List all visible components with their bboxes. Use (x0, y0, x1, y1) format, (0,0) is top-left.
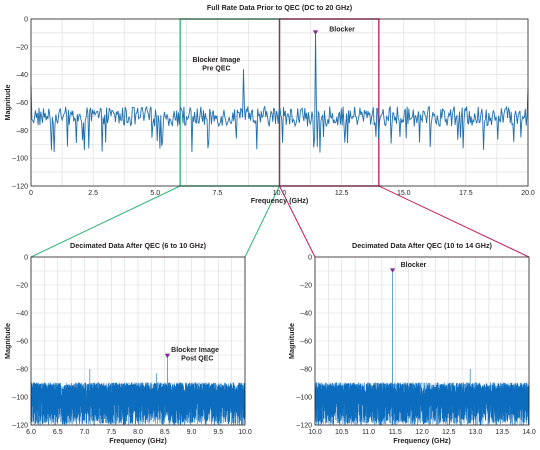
x-tick-label: 10.0 (273, 190, 287, 197)
x-tick-label: 0 (29, 190, 33, 197)
x-tick-label: 10.5 (335, 429, 349, 436)
annotation: Blocker Image Pre QEC (192, 57, 240, 72)
x-tick-label: 12.5 (335, 190, 349, 197)
x-tick-label: 6.0 (26, 429, 36, 436)
annotation-line: Pre QEC (202, 65, 230, 72)
connector-6-10-left (30, 185, 181, 258)
x-tick-label: 15.0 (397, 190, 411, 197)
connector-6-10-right (244, 185, 280, 258)
chart-title: Decimated Data After QEC (10 to 14 GHz) (352, 241, 493, 250)
peak-marker (389, 268, 396, 273)
y-tick-label: –120 (12, 184, 28, 191)
series-line (30, 32, 529, 153)
x-tick-label: 6.5 (53, 429, 63, 436)
plot-frame (314, 256, 530, 426)
y-tick-label: –40 (16, 72, 28, 79)
x-tick-label: 11.0 (362, 429, 375, 436)
x-axis-label: Frequency (GHz) (251, 196, 309, 205)
y-tick-label: –20 (16, 283, 28, 290)
x-tick-label: 8.5 (160, 429, 170, 436)
y-tick-label: –60 (16, 339, 28, 346)
series-line (30, 357, 246, 425)
x-tick-label: 5.0 (150, 190, 160, 197)
x-tick-label: 10.0 (238, 429, 252, 436)
y-tick-label: –20 (300, 283, 312, 290)
zoom-connectors (30, 185, 530, 258)
annotation-line: Blocker Image (171, 347, 219, 354)
peak-marker (164, 353, 171, 359)
x-tick-label: 10.0 (308, 429, 322, 436)
y-tick-label: –60 (300, 339, 312, 346)
x-tick-label: 12.5 (442, 429, 456, 436)
y-tick-label: 0 (308, 255, 312, 262)
x-tick-label: 13.5 (495, 429, 509, 436)
x-tick-label: 9.0 (187, 429, 197, 436)
y-tick-label: –60 (16, 100, 28, 107)
annotation-line: Blocker (329, 27, 355, 34)
chart-full-rate: Full Rate Data Prior to QEC (DC to 20 GH… (3, 3, 535, 205)
annotation: Blocker (401, 262, 427, 269)
y-axis-label: Magnitude (3, 323, 12, 359)
y-axis-label: Magnitude (3, 85, 12, 121)
y-tick-label: –40 (300, 311, 312, 318)
x-tick-label: 14.0 (522, 429, 536, 436)
x-tick-label: 7.5 (106, 429, 116, 436)
series-line (314, 272, 530, 425)
annotation-line: Blocker Image (192, 57, 240, 64)
peak-marker (312, 30, 319, 35)
x-tick-label: 20.0 (521, 190, 535, 197)
y-tick-label: –120 (296, 423, 312, 430)
y-axis-label: Magnitude (287, 323, 296, 359)
plot-frame (30, 256, 246, 426)
y-tick-label: –100 (296, 395, 312, 402)
annotation: Blocker Image Post QEC (171, 347, 219, 362)
x-tick-label: 17.5 (459, 190, 473, 197)
x-axis-label: Frequency (GHz) (393, 436, 451, 445)
x-tick-label: 8.0 (133, 429, 143, 436)
y-tick-label: 0 (24, 17, 28, 24)
annotation-line: Blocker (401, 262, 427, 269)
x-tick-label: 9.5 (213, 429, 223, 436)
x-tick-label: 11.5 (389, 429, 402, 436)
x-tick-label: 2.5 (88, 190, 98, 197)
y-tick-label: –100 (12, 156, 28, 163)
plot-frame (30, 18, 529, 187)
y-tick-label: –80 (16, 128, 28, 135)
y-tick-label: –80 (300, 367, 312, 374)
x-axis-label: Frequency (GHz) (109, 436, 167, 445)
y-tick-label: 0 (24, 255, 28, 262)
chart-title: Full Rate Data Prior to QEC (DC to 20 GH… (207, 3, 353, 12)
x-tick-label: 13.0 (469, 429, 483, 436)
connector-10-14-right (378, 185, 530, 258)
x-tick-label: 7.0 (80, 429, 90, 436)
y-tick-label: –40 (16, 311, 28, 318)
x-tick-label: 7.5 (213, 190, 223, 197)
chart-title: Decimated Data After QEC (6 to 10 GHz) (70, 241, 207, 250)
annotation: Blocker (329, 27, 355, 34)
chart-decimated-6-10: Decimated Data After QEC (6 to 10 GHz) 6.… (3, 241, 252, 445)
y-tick-label: –80 (16, 367, 28, 374)
x-tick-label: 12.0 (415, 429, 429, 436)
y-tick-label: –20 (16, 44, 28, 51)
connector-10-14-left (279, 185, 316, 258)
annotation-line: Post QEC (181, 355, 213, 362)
chart-decimated-10-14: Decimated Data After QEC (10 to 14 GHz) 1… (287, 241, 536, 445)
y-tick-label: –100 (12, 395, 28, 402)
y-tick-label: –120 (12, 423, 28, 430)
